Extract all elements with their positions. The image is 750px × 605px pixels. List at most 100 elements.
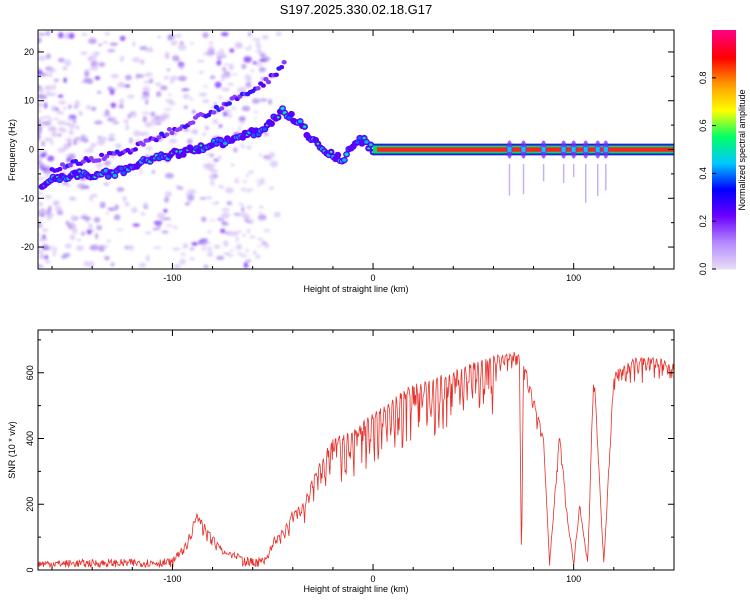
- noise-blob: [102, 41, 109, 44]
- noise-blob: [66, 157, 72, 163]
- noise-blob: [207, 230, 212, 234]
- noise-blob: [165, 172, 174, 179]
- noise-blob: [168, 138, 178, 144]
- noise-blob: [245, 81, 252, 88]
- noise-blob: [232, 231, 238, 235]
- noise-blob: [233, 179, 241, 184]
- noise-blob: [108, 133, 116, 138]
- noise-blob: [169, 75, 179, 81]
- colorbar-step: [712, 153, 736, 157]
- noise-blob: [184, 202, 190, 206]
- noise-blob: [246, 205, 253, 210]
- colorbar-step: [712, 85, 736, 89]
- snr-panel: -100 0 100 0 200 400 600 Height of straight li…: [7, 329, 675, 594]
- noise-blob: [177, 44, 187, 51]
- colorbar-step: [712, 151, 736, 155]
- noise-blob: [235, 243, 243, 251]
- colorbar-step: [712, 163, 736, 167]
- noise-blob: [212, 202, 219, 205]
- noise-blob: [234, 177, 239, 180]
- tone-disruption-core: [561, 147, 566, 152]
- y-tick-label: 400: [25, 431, 35, 446]
- noise-blob: [54, 205, 62, 212]
- noise-blob: [236, 252, 244, 256]
- noise-blob: [187, 194, 195, 201]
- noise-blob: [209, 75, 216, 80]
- noise-blob: [57, 133, 62, 137]
- noise-blob: [57, 57, 65, 63]
- colorbar-step: [712, 261, 736, 264]
- ridge-blob: [281, 60, 287, 65]
- noise-blob: [90, 244, 99, 251]
- noise-blob: [48, 212, 54, 219]
- ridge-blob: [75, 175, 79, 178]
- noise-blob: [38, 191, 44, 196]
- noise-blob: [109, 42, 119, 46]
- noise-blob: [213, 118, 219, 121]
- noise-blob: [75, 124, 80, 131]
- colorbar-step: [712, 219, 736, 222]
- noise-blob: [219, 48, 225, 54]
- noise-blob: [176, 185, 180, 189]
- colorbar-step: [712, 37, 736, 41]
- spectrogram-ridges: [38, 60, 674, 203]
- colorbar-step: [712, 263, 736, 266]
- noise-blob: [75, 245, 85, 251]
- noise-blob: [74, 137, 81, 140]
- noise-blob: [240, 146, 246, 149]
- x-tick-label: -100: [163, 273, 181, 283]
- noise-blob: [83, 260, 90, 267]
- noise-blob: [107, 49, 116, 53]
- colorbar-step: [712, 79, 736, 83]
- noise-blob: [92, 51, 101, 56]
- noise-blob: [63, 106, 67, 110]
- noise-blob: [170, 40, 178, 46]
- noise-blob: [38, 109, 42, 113]
- noise-blob: [212, 120, 218, 123]
- colorbar-step: [712, 229, 736, 232]
- ridge-blob: [99, 152, 105, 158]
- colorbar-step: [712, 195, 736, 198]
- colorbar-step: [712, 67, 736, 71]
- noise-blob: [254, 117, 258, 120]
- noise-blob: [148, 46, 153, 52]
- noise-blob: [233, 147, 238, 153]
- ridge-blob: [287, 110, 295, 118]
- ridge-blob: [369, 143, 373, 146]
- noise-blob: [151, 117, 156, 124]
- noise-blob: [165, 224, 173, 227]
- noise-blob: [59, 110, 64, 115]
- noise-blob: [141, 111, 150, 115]
- x-tick-label: -100: [163, 574, 181, 584]
- colorbar-step: [712, 125, 736, 129]
- noise-blob: [38, 233, 41, 237]
- noise-blob: [85, 105, 92, 110]
- noise-blob: [145, 255, 150, 262]
- noise-blob: [44, 194, 53, 199]
- noise-blob: [238, 143, 246, 147]
- noise-blob: [202, 32, 209, 39]
- noise-blob: [129, 137, 133, 144]
- noise-blob: [51, 105, 57, 112]
- noise-blob: [62, 181, 69, 186]
- colorbar-step: [712, 147, 736, 151]
- noise-blob: [75, 184, 83, 188]
- noise-blob: [202, 99, 210, 104]
- noise-blob: [71, 227, 78, 234]
- noise-blob: [190, 257, 195, 261]
- noise-blob: [43, 115, 52, 119]
- colorbar-step: [712, 30, 736, 33]
- colorbar-step: [712, 91, 736, 95]
- noise-blob: [116, 143, 120, 148]
- colorbar-ticks: 0.0 0.2 0.4 0.6 0.8: [698, 72, 716, 275]
- ridge-blob: [67, 162, 73, 168]
- noise-blob: [110, 102, 117, 109]
- noise-blob: [72, 119, 77, 124]
- noise-blob: [66, 184, 71, 188]
- colorbar-step: [712, 133, 736, 137]
- ridge-blob: [278, 64, 285, 70]
- noise-blob: [206, 251, 214, 257]
- colorbar-step: [712, 51, 736, 55]
- noise-blob: [191, 241, 198, 246]
- noise-blob: [179, 41, 184, 45]
